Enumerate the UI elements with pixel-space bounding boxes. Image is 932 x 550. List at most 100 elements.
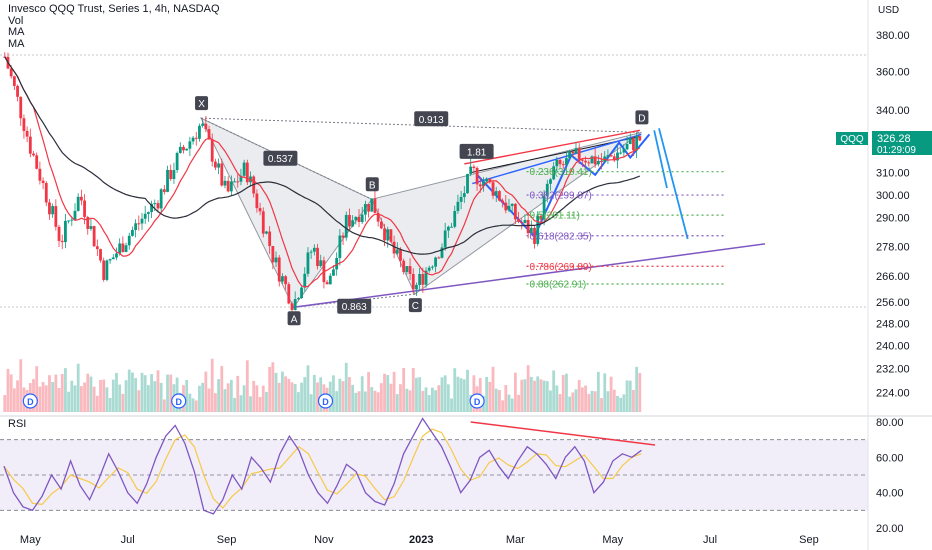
- volume-bar: [41, 381, 45, 412]
- volume-bar: [529, 376, 533, 412]
- volume-bar: [520, 379, 524, 412]
- candle-body: [507, 205, 511, 211]
- legend-ma-fast[interactable]: MA: [8, 26, 25, 38]
- volume-bar: [287, 378, 291, 412]
- rsi-tick-label: 20.00: [876, 523, 904, 535]
- rsi-legend[interactable]: RSI: [8, 418, 27, 430]
- volume-bar: [561, 374, 565, 412]
- price-tag-countdown: 01:29:09: [877, 145, 916, 156]
- price-tick-label: 232.00: [876, 364, 910, 376]
- harmonic-point-label: A: [291, 314, 298, 325]
- candle-body: [306, 252, 310, 274]
- volume-bar: [316, 382, 319, 412]
- volume-bar: [440, 377, 444, 412]
- volume-bar: [274, 372, 278, 412]
- rsi-tick-label: 60.00: [876, 452, 904, 464]
- volume-bar: [281, 371, 284, 412]
- candle-body: [54, 206, 58, 227]
- volume-bar: [635, 366, 639, 412]
- candle-body: [185, 148, 189, 151]
- candle-body: [316, 247, 319, 267]
- volume-bar: [191, 398, 195, 412]
- volume-bar: [249, 396, 252, 412]
- harmonic-point-label: B: [369, 180, 376, 191]
- currency-label: USD: [878, 5, 899, 16]
- candle-body: [124, 245, 128, 252]
- legend-ma-slow[interactable]: MA: [8, 37, 25, 50]
- candle-body: [338, 235, 342, 258]
- volume-bar: [367, 372, 370, 412]
- candle-body: [348, 214, 351, 227]
- volume-bar: [332, 375, 335, 412]
- legend-volume[interactable]: Vol: [8, 14, 24, 27]
- volume-bar: [102, 379, 106, 412]
- candle-body: [115, 253, 118, 258]
- candle-body: [265, 231, 268, 234]
- candle-body: [424, 270, 428, 285]
- candle-body: [328, 275, 332, 285]
- candle-body: [156, 203, 160, 209]
- candle-body: [146, 212, 150, 214]
- volume-bar: [360, 376, 364, 412]
- volume-bar: [450, 398, 453, 412]
- volume-bar: [488, 381, 492, 412]
- volume-bar: [48, 375, 51, 412]
- candle-body: [92, 226, 96, 247]
- candle-body: [549, 179, 552, 184]
- price-tick-label: 300.00: [876, 190, 910, 202]
- candle-body: [83, 200, 86, 217]
- candle-body: [220, 163, 224, 186]
- candle-body: [596, 160, 600, 165]
- volume-bar: [513, 372, 517, 412]
- candle-body: [261, 211, 265, 234]
- harmonic-point-box: [408, 298, 422, 313]
- candle-body: [233, 181, 236, 183]
- candle-body: [22, 118, 26, 131]
- candle-body: [319, 260, 323, 267]
- candle-body: [229, 181, 233, 192]
- candle-body: [111, 257, 115, 260]
- volume-bar: [115, 372, 118, 412]
- volume-bar: [255, 385, 259, 412]
- candle-body: [70, 219, 74, 221]
- candle-body: [38, 168, 42, 181]
- rsi-tick-label: 80.00: [876, 417, 904, 429]
- dividend-marker-label: D: [474, 397, 481, 407]
- candle-body: [469, 166, 473, 174]
- volume-bar: [229, 379, 233, 412]
- harmonic-point-label: C: [412, 301, 419, 312]
- candle-body: [533, 227, 536, 244]
- ratio-box: [263, 150, 298, 166]
- volume-bar: [44, 385, 48, 412]
- volume-bar: [73, 385, 77, 412]
- price-tag-value: 326.28: [877, 133, 911, 145]
- candle-body: [625, 144, 629, 150]
- candle-body: [41, 180, 45, 184]
- volume-bar: [466, 369, 469, 412]
- volume-bar: [207, 388, 211, 412]
- volume-bar: [574, 389, 578, 412]
- candle-body: [12, 76, 16, 86]
- candle-body: [25, 130, 29, 137]
- harmonic-xb-line: [200, 117, 372, 200]
- time-tick-label: Jul: [703, 534, 717, 546]
- volume-bar: [517, 394, 520, 412]
- candle-body: [217, 163, 220, 168]
- candle-body: [182, 146, 185, 151]
- volume-bar: [233, 397, 236, 412]
- candle-body: [268, 231, 272, 247]
- volume-bar: [341, 381, 345, 412]
- volume-bar: [153, 381, 157, 412]
- candle-body: [191, 137, 195, 142]
- price-tick-label: 248.00: [876, 318, 910, 330]
- volume-bar: [277, 382, 281, 412]
- candle-body: [360, 214, 364, 223]
- harmonic-point-label: D: [638, 113, 645, 124]
- volume-bar: [54, 374, 58, 412]
- candle-body: [344, 214, 348, 238]
- ratio-label: 0.913: [419, 115, 444, 126]
- candle-body: [555, 159, 559, 167]
- candle-body: [121, 243, 125, 252]
- harmonic-point-label: X: [198, 99, 205, 110]
